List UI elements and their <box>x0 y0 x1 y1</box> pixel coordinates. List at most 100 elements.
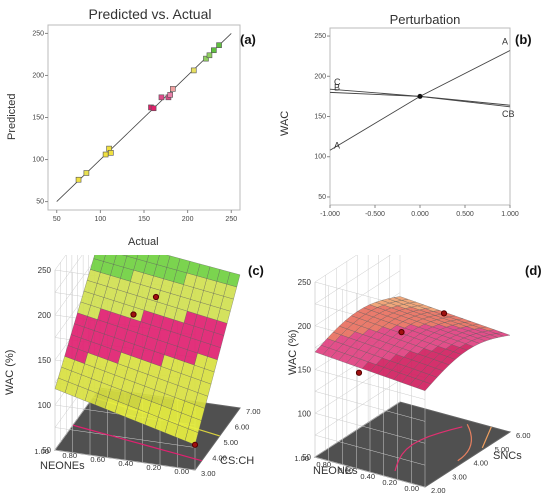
chart-d-surface-cell <box>393 296 409 301</box>
chart-d-ztick-0: 50 <box>302 453 311 462</box>
chart-c-ytick-1: 0.20 <box>146 463 161 472</box>
chart-d-design-point-1 <box>398 329 405 336</box>
chart-c-ytick-3: 0.60 <box>90 455 105 464</box>
chart-c-xtick-3: 6.00 <box>235 423 250 432</box>
chart-a-xtick-1: 100 <box>95 216 107 223</box>
chart-d-floor-contour-2 <box>481 426 492 449</box>
chart-d-plot: 50 100 150 200 250 2.00 3.00 4.00 5.00 6.00 0.00 0.… <box>294 255 531 495</box>
chart-c-surface-cell <box>126 255 139 260</box>
chart-b-title: Perturbation <box>389 12 461 27</box>
chart-d-ytick-5: 1.00 <box>294 454 309 463</box>
chart-a-point-14 <box>211 47 217 54</box>
chart-c-surface-cell <box>122 255 128 257</box>
chart-a-point-4 <box>108 150 114 156</box>
chart-a-point-2 <box>102 151 109 158</box>
chart-d-design-point-2 <box>440 310 448 317</box>
chart-a-point-0 <box>75 176 82 183</box>
chart-d-ytick-0: 0.00 <box>404 484 419 493</box>
chart-a-ytick-2: 150 <box>32 115 44 122</box>
chart-a-xtick-2: 150 <box>138 216 150 223</box>
panel-a: Predicted vs. Actual (a) Actual Predicte… <box>0 0 275 250</box>
chart-d-xtick-2: 4.00 <box>474 459 489 468</box>
chart-c-ztick-3: 200 <box>38 311 52 320</box>
chart-d-ylabel: NEONEs <box>313 465 358 477</box>
chart-a-point-15 <box>216 42 222 48</box>
chart-c-surface-cell <box>93 255 106 262</box>
chart-a-title: Predicted vs. Actual <box>88 6 212 22</box>
chart-b-xtick-4: 1.000 <box>501 211 519 218</box>
chart-a-panel-label: (a) <box>240 32 256 47</box>
chart-c-floor-contour-0 <box>72 424 202 462</box>
chart-d-ytick-2: 0.40 <box>360 472 375 481</box>
chart-a-ytick-1: 100 <box>32 157 44 164</box>
chart-c-surface-cell <box>113 255 127 268</box>
panel-d: (d) WAC (%) SNCs NEONEs 50 100 150 200 250 2.… <box>275 255 550 502</box>
chart-c-surface-cell <box>146 255 160 265</box>
chart-c-surface-cell <box>136 255 149 262</box>
chart-c-surface-cell <box>156 255 171 268</box>
chart-b-series-A <box>329 50 511 151</box>
chart-d-floor-contour-1 <box>457 424 472 462</box>
panel-c: (c) WAC (%) CS:CH NEONEs 50 100 150 200 250 3… <box>0 255 275 502</box>
chart-d-xtick-4: 6.00 <box>516 431 531 440</box>
chart-a-point-12 <box>203 55 209 62</box>
chart-a-xtick-0: 50 <box>53 216 61 223</box>
chart-d-design-point-0 <box>355 369 363 376</box>
chart-b-frame <box>329 27 511 206</box>
chart-b-ytick-1: 100 <box>314 154 326 161</box>
chart-d-ztick-3: 200 <box>298 322 312 331</box>
chart-d-ztick-1: 100 <box>298 409 312 418</box>
chart-c-surface-cell <box>103 255 117 265</box>
chart-c-xlabel: CS:CH <box>220 455 255 467</box>
chart-b-ytick-0: 50 <box>318 194 326 201</box>
chart-c-design-point-1 <box>130 311 137 318</box>
chart-b-xtick-2: 0.000 <box>411 211 429 218</box>
chart-d-ytick-3: 0.60 <box>338 466 353 475</box>
chart-c-ztick-2: 150 <box>38 356 52 365</box>
chart-b-ytick-4: 250 <box>314 33 326 40</box>
chart-a-point-11 <box>190 67 197 74</box>
chart-a-xtick-4: 250 <box>225 216 237 223</box>
chart-b-label-0: A <box>334 140 340 150</box>
chart-a-plot: 50 100 150 200 250 50 100 150 200 250 <box>32 24 241 223</box>
chart-a-point-7 <box>158 94 165 101</box>
chart-b-ytick-2: 150 <box>314 114 326 121</box>
chart-d-xtick-0: 2.00 <box>431 486 446 495</box>
chart-b-label-2: C <box>334 77 341 87</box>
chart-c-xtick-4: 7.00 <box>246 407 261 416</box>
chart-c-ytick-0: 0.00 <box>174 467 189 476</box>
chart-d-wall-grid-8 <box>314 255 358 283</box>
chart-b-plot: -1.000 -0.500 0.000 0.500 1.000 50 100 150 200 25… <box>314 27 519 218</box>
chart-c-design-point-0 <box>191 441 199 448</box>
chart-b-label-4: CB <box>502 109 515 119</box>
chart-c-ztick-1: 100 <box>38 401 52 410</box>
chart-c-ylabel: NEONEs <box>40 460 85 472</box>
chart-c-ytick-2: 0.40 <box>118 459 133 468</box>
chart-d-ztick-4: 250 <box>298 278 312 287</box>
chart-c-ztick-4: 250 <box>38 266 52 275</box>
chart-d-panel-label: (d) <box>525 263 542 278</box>
chart-c-xtick-0: 3.00 <box>201 469 216 478</box>
chart-c-plot: 50 100 150 200 250 3.00 4.00 5.00 6.00 7.00 0.00 0.… <box>34 255 261 478</box>
chart-b-center-point <box>417 93 423 99</box>
chart-c-ytick-5: 1.00 <box>34 447 49 456</box>
chart-c-ytick-4: 0.80 <box>62 451 77 460</box>
chart-c-panel-label: (c) <box>248 263 264 278</box>
chart-b-label-3: B <box>334 82 340 92</box>
chart-d-ytick-1: 0.20 <box>382 478 397 487</box>
chart-b-xtick-0: -1.000 <box>320 211 340 218</box>
chart-a-point-6 <box>150 105 157 112</box>
panel-b: Perturbation (b) WAC -1.000 -0.500 0.000 0.… <box>275 0 550 250</box>
chart-d-xlabel: SNCs <box>493 450 522 462</box>
chart-b-xtick-3: 0.500 <box>456 211 474 218</box>
chart-a-ytick-0: 50 <box>36 199 44 206</box>
chart-c-xtick-1: 4.00 <box>212 454 227 463</box>
chart-a-xlabel: Actual <box>128 236 159 248</box>
chart-b-label-1: A <box>502 37 508 47</box>
chart-c-design-point-2 <box>152 293 160 301</box>
chart-a-point-10 <box>170 86 176 92</box>
chart-b-ytick-3: 200 <box>314 73 326 80</box>
chart-a-point-9 <box>167 91 173 98</box>
chart-c-ztick-0: 50 <box>42 446 51 455</box>
chart-d-xtick-3: 5.00 <box>495 445 510 454</box>
